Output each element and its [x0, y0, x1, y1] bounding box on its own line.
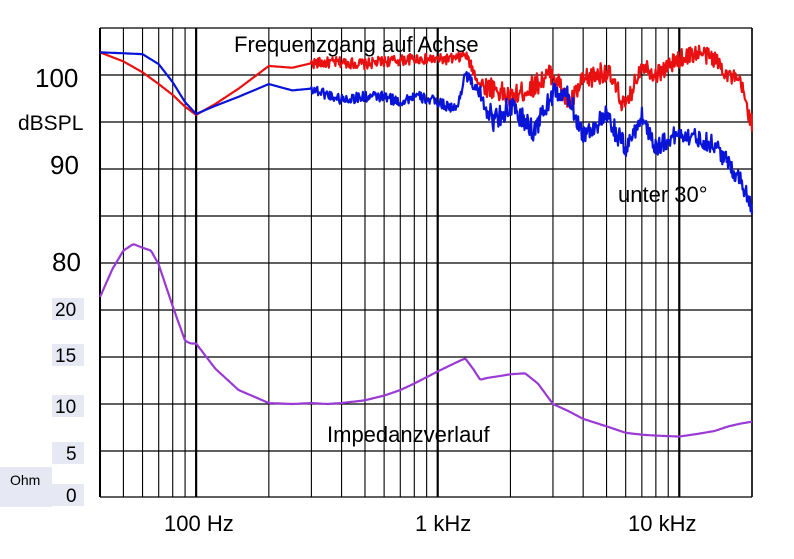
series-line-2 — [98, 243, 753, 438]
ohm-tick-20: 20 — [55, 300, 76, 321]
tick-label-background — [52, 442, 84, 464]
tick-label-background — [52, 484, 84, 506]
x-tick-10khz: 10 kHz — [628, 511, 696, 536]
spl-tick-100: 100 — [35, 63, 78, 93]
series-line-0 — [99, 44, 754, 132]
tick-label-background — [52, 395, 84, 417]
off-axis-annotation: unter 30° — [618, 182, 708, 207]
x-tick-1khz: 1 kHz — [415, 511, 471, 536]
tick-label-background — [52, 344, 84, 366]
spl-axis-label: dBSPL — [18, 112, 83, 135]
plot-grid — [99, 27, 753, 498]
ohm-tick-0: 0 — [66, 486, 77, 507]
ohm-tick-10: 10 — [55, 397, 76, 418]
impedance-axis-label: Ohm — [10, 472, 40, 488]
ohm-tick-15: 15 — [55, 346, 76, 367]
tick-label-background — [52, 298, 84, 320]
ohm-tick-5: 5 — [66, 444, 77, 465]
tick-label-background — [0, 467, 52, 507]
spl-tick-80: 80 — [52, 247, 81, 277]
impedance-tick-backgrounds — [0, 298, 84, 507]
chart-title: Frequenzgang auf Achse — [234, 32, 479, 57]
curves — [98, 44, 754, 438]
impedance-annotation: Impedanzverlauf — [327, 422, 491, 447]
x-tick-100hz: 100 Hz — [164, 511, 234, 536]
series-line-1 — [99, 51, 754, 215]
spl-tick-90: 90 — [50, 150, 79, 180]
